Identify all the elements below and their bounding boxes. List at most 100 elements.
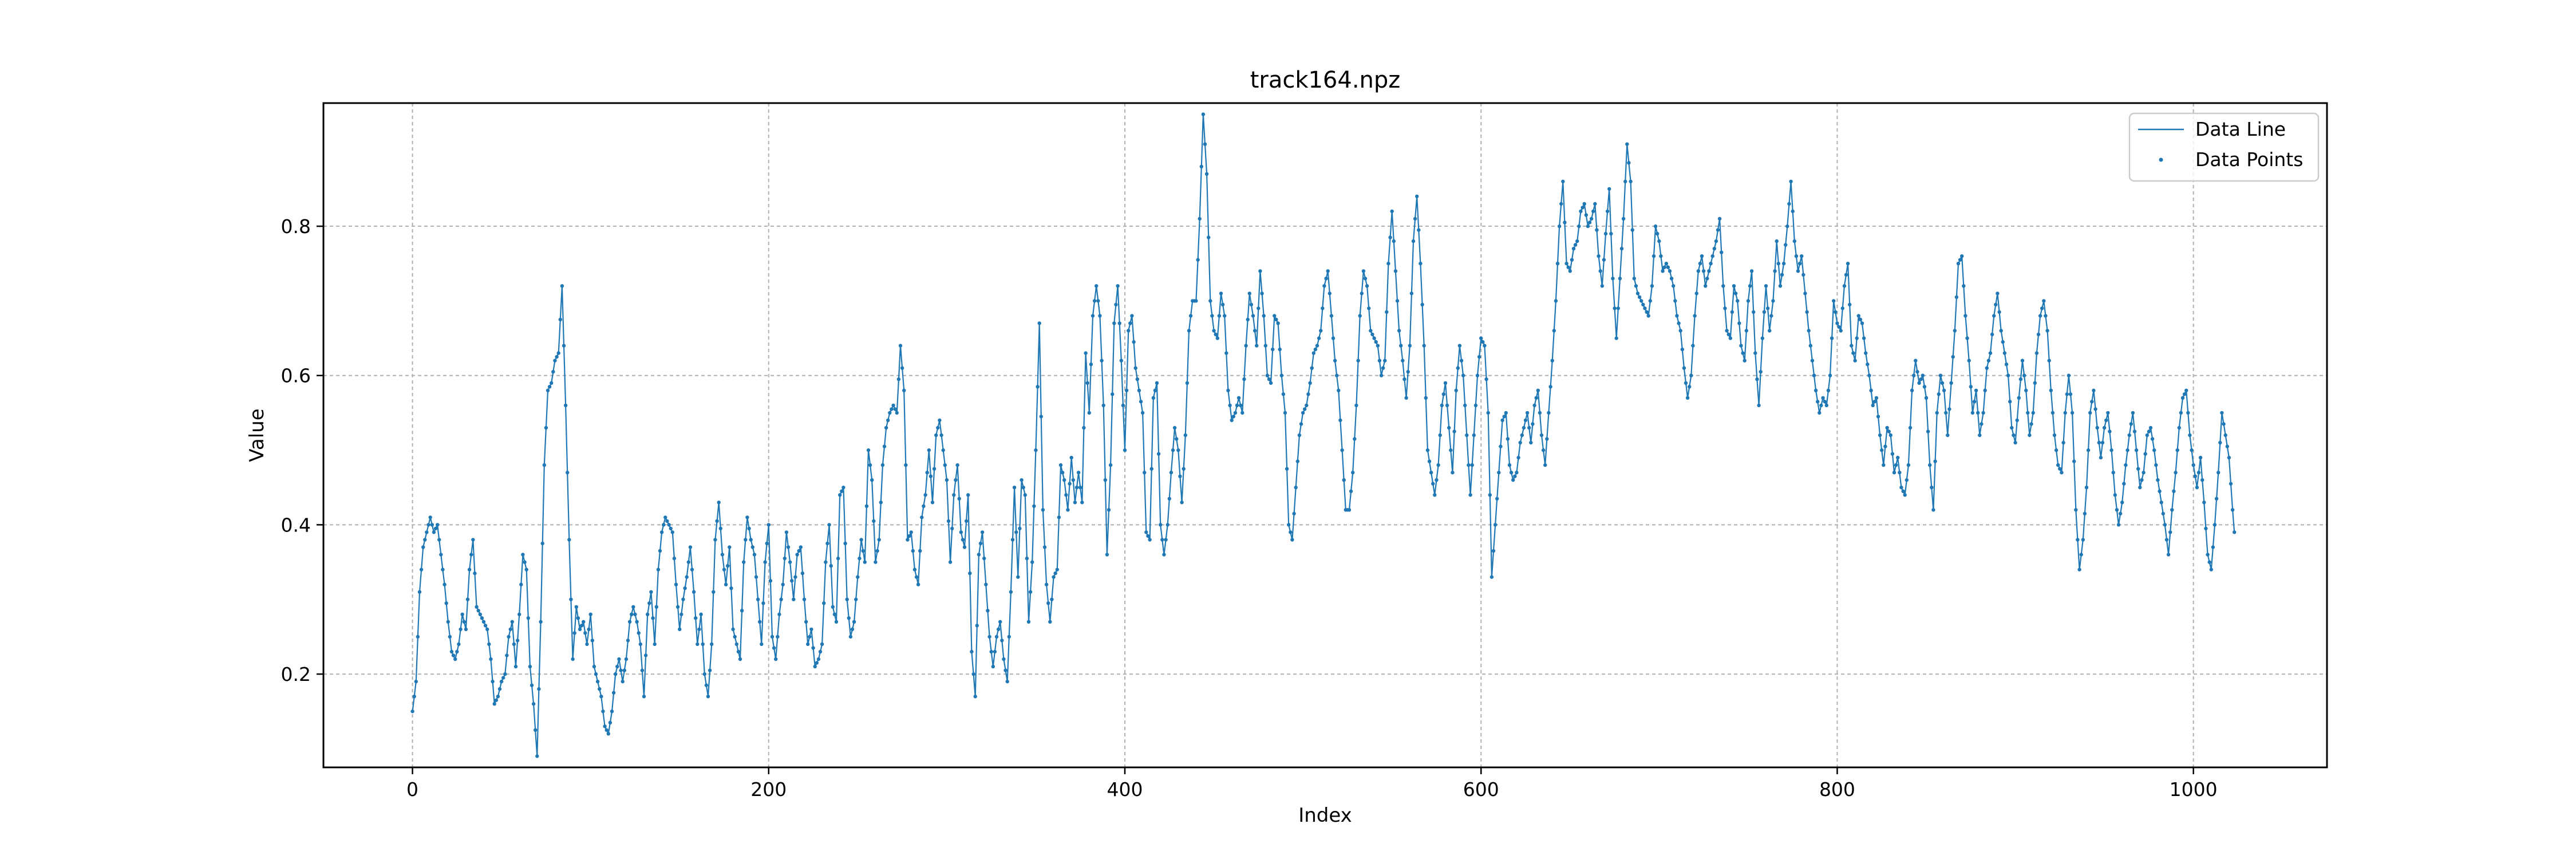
data-point	[524, 568, 528, 572]
data-point	[2198, 455, 2203, 460]
data-point	[809, 627, 813, 632]
data-point	[1037, 321, 1041, 325]
data-point	[2179, 411, 2183, 415]
data-point	[1721, 284, 1725, 288]
data-point	[1669, 277, 1674, 281]
data-point	[1564, 262, 1568, 266]
data-point	[590, 639, 595, 643]
data-point	[1069, 455, 1073, 460]
data-point	[1826, 388, 1831, 392]
data-point	[2095, 425, 2099, 430]
data-point	[1356, 358, 1360, 362]
data-point	[1240, 411, 1244, 415]
data-point	[1073, 501, 1077, 505]
data-point	[1844, 273, 1848, 277]
data-point	[1230, 418, 1234, 423]
data-point	[614, 672, 618, 676]
data-point	[1160, 538, 1164, 542]
data-point	[2200, 478, 2204, 482]
data-point	[954, 478, 958, 482]
data-point	[1587, 220, 1592, 224]
data-point	[688, 545, 693, 549]
data-point	[1899, 486, 1903, 490]
data-point	[1089, 362, 1093, 367]
data-point	[702, 672, 707, 676]
data-point	[2204, 526, 2208, 531]
y-tick-label: 0.2	[281, 663, 311, 685]
data-point	[1470, 463, 1474, 467]
data-point	[419, 568, 424, 572]
data-point	[936, 425, 940, 430]
data-point	[1855, 336, 1859, 340]
data-point	[1707, 269, 1711, 273]
data-point	[880, 463, 885, 467]
data-point	[1452, 430, 1456, 434]
data-point	[1579, 209, 1583, 214]
data-point	[1133, 366, 1137, 370]
data-point	[848, 635, 853, 639]
data-point	[1741, 351, 1745, 355]
data-point	[1614, 336, 1618, 340]
data-point	[2018, 377, 2023, 381]
data-point	[1810, 358, 1815, 362]
data-point	[1151, 396, 1156, 400]
data-point	[1388, 235, 1392, 239]
legend: Data Line Data Points	[2128, 112, 2320, 182]
data-point	[1743, 358, 1747, 362]
data-point	[1199, 164, 1203, 168]
data-point	[1912, 373, 1916, 377]
data-point	[1516, 455, 1520, 460]
data-point	[1876, 415, 1880, 419]
data-point	[816, 657, 821, 661]
data-point	[1475, 373, 1480, 377]
data-point	[2147, 430, 2151, 434]
data-point	[1523, 418, 1528, 423]
data-point	[840, 489, 844, 493]
data-point	[1020, 478, 1024, 482]
data-point	[2010, 425, 2014, 430]
data-point	[884, 425, 888, 430]
data-point	[1399, 344, 1403, 348]
data-point	[734, 642, 739, 647]
data-point	[2042, 299, 2046, 303]
data-point	[1030, 560, 1034, 564]
data-point	[934, 433, 938, 438]
data-point	[1646, 314, 1650, 318]
data-point	[489, 657, 493, 661]
data-point	[2109, 448, 2113, 452]
data-point	[1294, 486, 1298, 490]
data-point	[1818, 411, 1822, 415]
data-point	[637, 631, 641, 635]
data-point	[556, 351, 560, 355]
data-point	[1456, 366, 1460, 370]
data-point	[675, 605, 680, 609]
data-point	[1739, 344, 1743, 348]
data-point	[1435, 478, 1439, 482]
data-point	[1974, 388, 1978, 392]
data-point	[437, 538, 441, 542]
data-point	[1894, 463, 1898, 467]
data-point	[1639, 299, 1643, 303]
data-point	[770, 635, 775, 639]
data-point	[856, 575, 860, 579]
data-point	[1694, 291, 1698, 295]
data-point	[777, 612, 781, 617]
data-point	[1135, 377, 1140, 381]
data-point	[1493, 523, 1498, 527]
data-point	[2088, 411, 2092, 415]
data-point	[487, 642, 491, 647]
data-point	[1372, 336, 1376, 340]
data-point	[852, 620, 856, 624]
data-point	[569, 597, 573, 601]
data-point	[1994, 302, 1998, 307]
data-point	[845, 597, 849, 601]
data-point	[1589, 216, 1594, 221]
data-point	[1235, 403, 1239, 408]
data-point	[783, 556, 787, 561]
legend-entry-data-points: Data Points	[2195, 148, 2303, 171]
data-point	[1561, 179, 1565, 184]
data-point	[1114, 302, 1118, 307]
data-point	[1105, 553, 1109, 557]
data-point	[877, 538, 881, 542]
